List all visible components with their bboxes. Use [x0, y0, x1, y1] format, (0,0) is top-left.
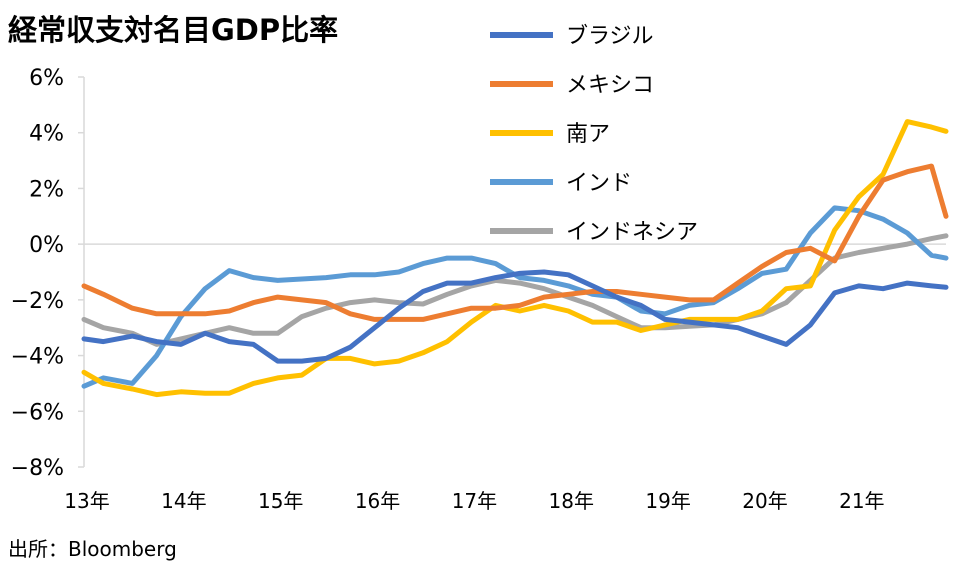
series-line	[81, 163, 949, 322]
series-line	[81, 205, 949, 389]
y-tick-label: −2%	[11, 289, 64, 314]
legend-label: ブラジル	[566, 24, 654, 49]
legend-label: 南ア	[566, 122, 610, 147]
x-tick-label: 16年	[355, 489, 400, 513]
y-axis-ticks: 6% 4% 2% 0% −2% −4% −6% −8%	[11, 66, 84, 481]
y-tick-label: 2%	[29, 177, 64, 202]
x-tick-label: 20年	[742, 489, 787, 513]
chart-title: 経常収支対名目GDP比率	[8, 13, 338, 47]
series-line	[81, 269, 949, 364]
y-tick-label: −4%	[11, 345, 64, 370]
x-tick-label: 17年	[452, 489, 497, 513]
source-note: 出所：Bloomberg	[8, 537, 177, 561]
x-tick-label: 14年	[161, 489, 206, 513]
y-tick-label: 4%	[29, 122, 64, 147]
x-tick-label: 21年	[839, 489, 884, 513]
y-tick-label: −6%	[11, 400, 64, 425]
y-tick-label: −8%	[11, 456, 64, 481]
series-line	[81, 119, 949, 398]
series-lines	[81, 119, 949, 398]
x-tick-label: 19年	[645, 489, 690, 513]
x-axis-ticks: 13年 14年 15年 16年 17年 18年 19年 20年 21年	[64, 489, 884, 513]
x-tick-label: 15年	[258, 489, 303, 513]
x-tick-label: 18年	[549, 489, 594, 513]
legend-label: インド	[566, 171, 632, 196]
legend-label: インドネシア	[566, 220, 698, 245]
y-tick-label: 6%	[29, 66, 64, 91]
y-tick-label: 0%	[29, 233, 64, 258]
legend-label: メキシコ	[566, 73, 654, 98]
x-tick-label: 13年	[64, 489, 109, 513]
